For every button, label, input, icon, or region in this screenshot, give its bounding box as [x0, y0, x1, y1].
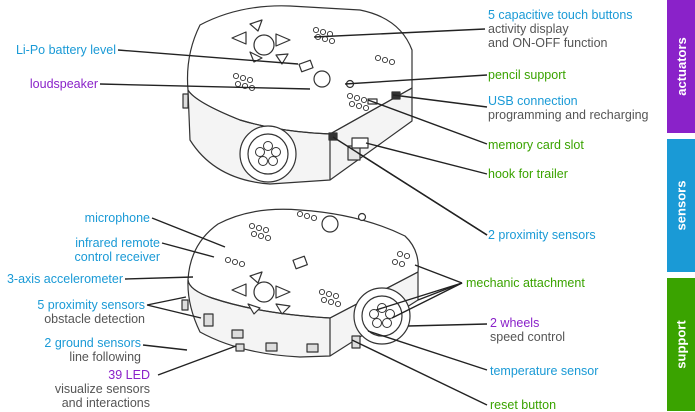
label-two-proximity-sensors: 2 proximity sensors — [488, 228, 596, 242]
tab-sensors[interactable]: sensors — [667, 139, 695, 272]
label-mechanic-attachment: mechanic attachment — [466, 276, 585, 290]
label-title: 5 proximity sensors — [37, 298, 145, 312]
label-battery-level: Li-Po battery level — [15, 43, 116, 57]
label-title: 2 ground sensors — [44, 336, 141, 350]
label-subtitle: and ON-OFF function — [488, 36, 608, 50]
label-subtitle: and interactions — [61, 396, 150, 410]
label-title: USB connection — [488, 94, 578, 108]
top-robot — [182, 5, 413, 185]
label-title: control receiver — [74, 250, 160, 264]
label-title: 39 LED — [108, 368, 150, 382]
label-memory-card-slot: memory card slot — [488, 138, 584, 152]
label-infrared-receiver: infrared remote control receiver — [75, 236, 160, 264]
label-title: 2 wheels — [490, 316, 540, 330]
label-touch-buttons: 5 capacitive touch buttons activity disp… — [488, 8, 633, 50]
bottom-robot — [181, 208, 419, 358]
label-led: 39 LED visualize sensors and interaction… — [55, 368, 150, 410]
label-microphone: microphone — [84, 211, 150, 225]
label-subtitle: obstacle detection — [44, 312, 145, 326]
label-title: infrared remote — [75, 236, 160, 250]
label-title: 5 capacitive touch buttons — [488, 8, 633, 22]
label-ground-sensors: 2 ground sensors line following — [44, 336, 141, 364]
label-subtitle: programming and recharging — [488, 108, 649, 122]
tab-support[interactable]: support — [667, 278, 695, 411]
label-subtitle: activity display — [488, 22, 569, 36]
leader-lines — [99, 28, 488, 406]
label-hook-for-trailer: hook for trailer — [488, 167, 568, 181]
label-reset-button: reset button — [490, 398, 557, 412]
label-loudspeaker: loudspeaker — [29, 77, 98, 91]
label-subtitle: speed control — [490, 330, 566, 344]
tab-actuators[interactable]: actuators — [667, 0, 695, 133]
label-subtitle: line following — [69, 350, 141, 364]
label-temperature-sensor: temperature sensor — [490, 364, 599, 378]
label-wheels: 2 wheels speed control — [490, 316, 565, 344]
label-subtitle: visualize sensors — [54, 382, 150, 396]
label-usb-connection: USB connection programming and rechargin… — [488, 94, 649, 122]
label-accelerometer: 3-axis accelerometer — [6, 272, 123, 286]
label-pencil-support: pencil support — [488, 68, 566, 82]
label-five-proximity-sensors: 5 proximity sensors obstacle detection — [37, 298, 145, 326]
